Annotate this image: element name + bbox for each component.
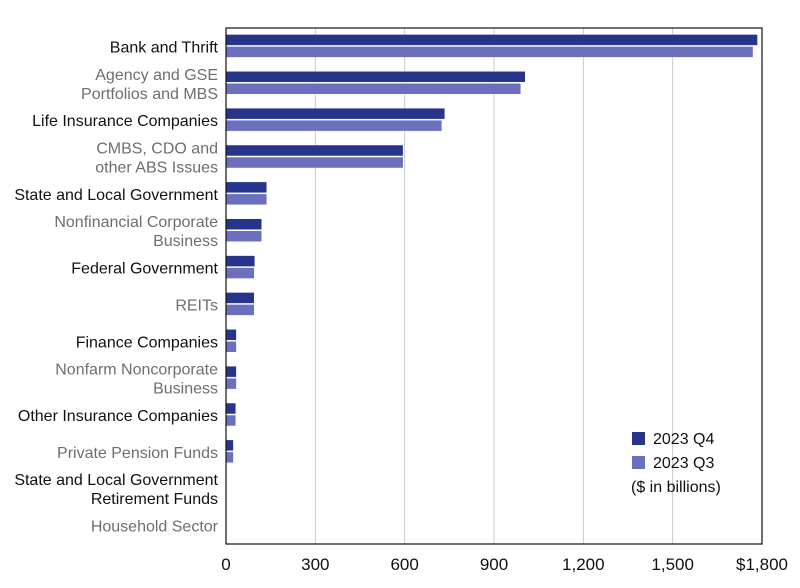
bar-q3-10: [225, 414, 237, 427]
bar-q3-8: [225, 341, 237, 353]
bar-q4-5: [225, 218, 262, 230]
bar-q3-5: [225, 230, 262, 242]
x-tick-label-1800: $1,800: [736, 555, 788, 574]
category-label-line: Private Pension Funds: [57, 445, 218, 462]
category-label-line: Household Sector: [91, 519, 219, 536]
legend-label-1: 2023 Q3: [653, 455, 714, 472]
category-label-line: Nonfinancial Corporate: [54, 214, 218, 231]
bar-q4-3: [225, 144, 404, 157]
bar-q4-4: [225, 181, 268, 194]
category-label-line: Agency and GSE: [95, 67, 218, 84]
x-tick-labels: 0 300 600 900 1,200 1,500 $1,800: [221, 555, 788, 574]
plot-frame: [225, 27, 763, 545]
category-label-13: Household Sector: [91, 519, 219, 536]
category-label-5: Nonfinancial Corporate Business: [54, 214, 218, 250]
legend-note: ($ in billions): [631, 479, 721, 496]
bar-q3-7: [225, 304, 255, 316]
legend-label-0: 2023 Q4: [653, 431, 714, 448]
category-label-10: Other Insurance Companies: [18, 408, 218, 425]
category-label-line: Nonfarm Noncorporate: [55, 362, 218, 379]
category-label-8: Finance Companies: [76, 334, 218, 351]
category-label-line: Portfolios and MBS: [81, 86, 218, 103]
x-tick-label-1500: 1,500: [651, 555, 694, 574]
category-label-line: State and Local Government: [14, 472, 218, 489]
category-label-line: REITs: [175, 297, 218, 314]
bar-q4-7: [225, 292, 255, 304]
bar-q4-1: [225, 71, 526, 83]
x-tick-label-1200: 1,200: [562, 555, 605, 574]
x-tick-label-600: 600: [390, 555, 418, 574]
bar-q4-2: [225, 107, 446, 120]
category-label-line: CMBS, CDO and: [96, 141, 218, 158]
category-label-line: Retirement Funds: [91, 491, 218, 508]
category-label-6: Federal Government: [71, 261, 218, 278]
bar-q3-6: [225, 267, 255, 279]
legend-swatch-0: [632, 432, 645, 445]
x-tick-label-300: 300: [301, 555, 329, 574]
bar-q3-0: [225, 46, 754, 58]
bar-q3-2: [225, 119, 443, 132]
x-tick-label-0: 0: [221, 555, 230, 574]
category-label-line: Business: [153, 381, 218, 398]
bar-q4-0: [225, 34, 758, 46]
category-label-9: Nonfarm Noncorporate Business: [55, 362, 218, 398]
bar-q3-3: [225, 156, 404, 169]
category-label-line: Federal Government: [71, 261, 218, 278]
category-label-line: State and Local Government: [14, 187, 218, 204]
category-label-line: other ABS Issues: [95, 160, 218, 177]
category-label-line: Bank and Thrift: [110, 39, 219, 56]
legend-swatch-1: [632, 456, 645, 469]
bar-q3-4: [225, 193, 268, 206]
category-label-1: Agency and GSE Portfolios and MBS: [81, 67, 218, 103]
bar-q4-10: [225, 402, 237, 415]
category-label-3: CMBS, CDO and other ABS Issues: [95, 141, 218, 177]
bar-q3-1: [225, 83, 522, 95]
category-label-line: Life Insurance Companies: [32, 113, 218, 130]
legend: 2023 Q4 2023 Q3 ($ in billions): [631, 431, 721, 496]
category-label-line: Finance Companies: [76, 334, 218, 351]
bars: [225, 34, 758, 537]
gridlines: [314, 28, 674, 544]
category-label-4: State and Local Government: [14, 187, 218, 204]
category-label-7: REITs: [175, 297, 218, 314]
bar-q4-6: [225, 255, 256, 267]
category-label-2: Life Insurance Companies: [32, 113, 218, 130]
category-label-0: Bank and Thrift: [110, 39, 219, 56]
category-label-line: Other Insurance Companies: [18, 408, 218, 425]
bar-q4-8: [225, 329, 237, 341]
x-tick-label-900: 900: [480, 555, 508, 574]
category-label-11: Private Pension Funds: [57, 445, 218, 462]
bar-q3-9: [225, 377, 237, 390]
category-labels: Bank and Thrift Agency and GSE Portfolios …: [14, 39, 218, 535]
category-label-12: State and Local Government Retirement Fun…: [14, 472, 218, 508]
bar-q4-11: [225, 439, 234, 452]
bar-q3-11: [225, 451, 234, 464]
category-label-line: Business: [153, 233, 218, 250]
bar-q4-9: [225, 365, 237, 378]
